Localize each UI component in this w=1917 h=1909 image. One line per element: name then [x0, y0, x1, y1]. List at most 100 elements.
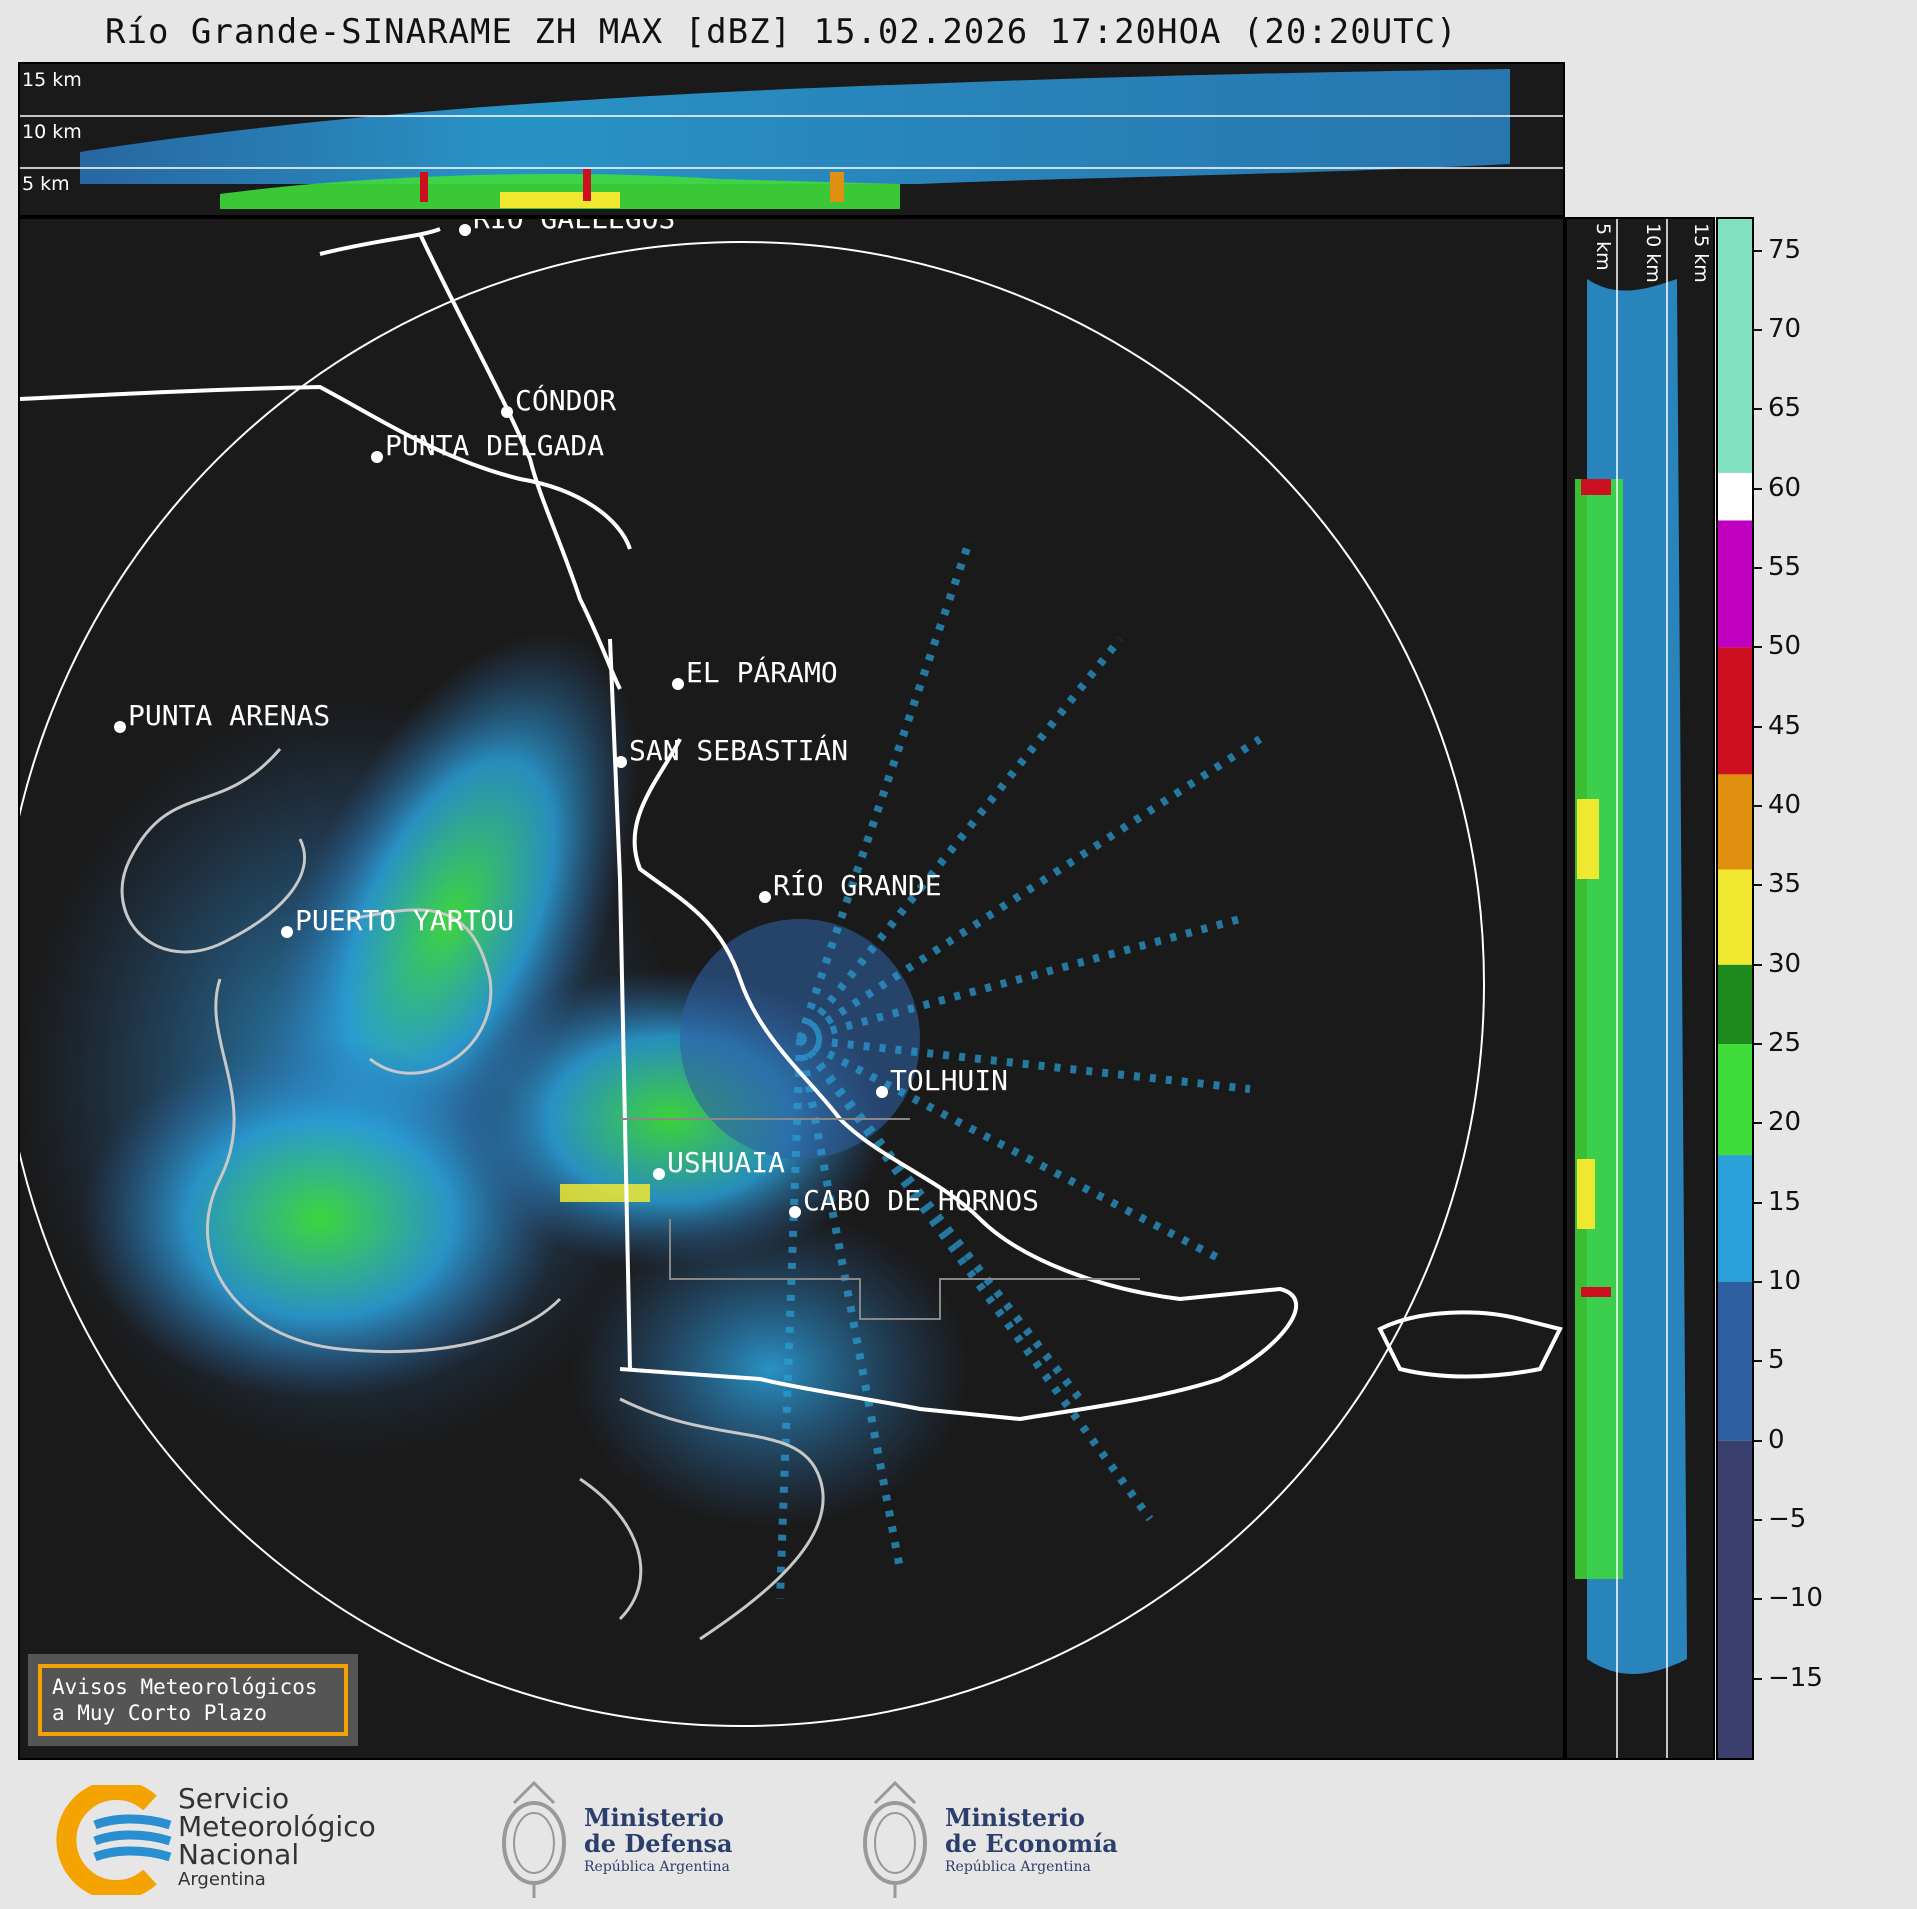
warning-box[interactable]: Avisos Meteorológicos a Muy Corto Plazo: [28, 1654, 358, 1746]
economia-logo-text: Ministerio de Economía República Argenti…: [945, 1805, 1118, 1877]
top-height-label-5: 5 km: [22, 173, 70, 195]
colorbar-tick-label: −5: [1753, 1504, 1806, 1534]
border-meridian: [608, 638, 632, 1370]
colorbar-tick-label: 5: [1754, 1345, 1785, 1375]
place-marker-dot: [672, 678, 684, 690]
colorbar-segment: [1718, 219, 1752, 473]
colorbar-segment: [1718, 1044, 1752, 1156]
coastline-fuego: [619, 738, 1299, 1422]
colorbar-segment: [1718, 1282, 1752, 1441]
colorbar-segment: [1718, 520, 1752, 648]
place-marker-dot: [653, 1168, 665, 1180]
place-label: PUERTO YARTOU: [295, 904, 514, 937]
place-marker-dot: [459, 224, 471, 236]
right-echo-red-1: [1581, 479, 1611, 495]
colorbar-segment: [1718, 774, 1752, 870]
defensa-line-2: de Defensa: [584, 1829, 733, 1858]
top-height-label-15: 15 km: [22, 69, 82, 91]
place-label: PUNTA ARENAS: [128, 699, 330, 732]
smn-line-2: Meteorológico: [178, 1810, 376, 1843]
smn-line-1: Servicio: [178, 1782, 290, 1815]
colorbar-tick-label: 65: [1753, 393, 1801, 423]
place-marker-dot: [114, 721, 126, 733]
defensa-seal-icon: [502, 1780, 566, 1898]
footer: Servicio Meteorológico Nacional Argentin…: [0, 1765, 1917, 1909]
right-echo-red-2: [1581, 1287, 1611, 1297]
top-cross-section-panel: 15 km 10 km 5 km: [18, 62, 1565, 217]
page-title: Río Grande-SINARAME ZH MAX [dBZ] 15.02.2…: [105, 12, 1458, 52]
place-label: TOLHUIN: [890, 1064, 1008, 1097]
top-cross-section-svg: 15 km 10 km 5 km: [20, 69, 1563, 209]
coastline-grey: [120, 748, 825, 1641]
defensa-logo-text: Ministerio de Defensa República Argentin…: [584, 1805, 733, 1877]
smn-line-3: Nacional: [178, 1838, 300, 1871]
colorbar: [1716, 217, 1754, 1760]
colorbar-segment: [1718, 647, 1752, 775]
warning-box-inner: Avisos Meteorológicos a Muy Corto Plazo: [38, 1664, 348, 1736]
right-echo-green: [1575, 479, 1623, 1579]
place-marker-dot: [615, 756, 627, 768]
place-label: USHUAIA: [667, 1146, 785, 1179]
warning-line-2: a Muy Corto Plazo: [52, 1701, 267, 1725]
colorbar-tick-label: 30: [1753, 949, 1801, 979]
economia-line-1: Ministerio: [945, 1803, 1085, 1832]
smn-logo-text: Servicio Meteorológico Nacional Argentin…: [178, 1785, 376, 1891]
colorbar-tick-label: 50: [1753, 631, 1801, 661]
place-label: RÍO GRANDE: [773, 868, 942, 902]
coastline-isla-estados: [1377, 1310, 1563, 1379]
place-markers: RÍO GALLEGOS CÓNDOR PUNTA DELGADA EL PÁRAMO…: [114, 219, 1039, 1218]
colorbar-tick-label: 75: [1753, 235, 1801, 265]
place-marker-dot: [371, 451, 383, 463]
right-echo-yellow-1: [1577, 799, 1599, 879]
economia-line-2: de Economía: [945, 1829, 1118, 1858]
economia-seal-icon: [863, 1780, 927, 1898]
top-echo-blue: [80, 69, 1510, 184]
top-echo-red-1: [420, 172, 428, 202]
echo-southwest: [80, 1039, 560, 1399]
radar-map-panel: RÍO GALLEGOS CÓNDOR PUNTA DELGADA EL PÁRAMO…: [18, 217, 1565, 1760]
place-label: RÍO GALLEGOS: [473, 219, 675, 235]
smn-line-4: Argentina: [178, 1869, 266, 1890]
range-ring: [20, 241, 1485, 1727]
place-label: EL PÁRAMO: [686, 655, 838, 689]
echo-south: [570, 1209, 970, 1529]
right-echo-yellow-2: [1577, 1159, 1595, 1229]
colorbar-tick-label: 45: [1753, 711, 1801, 741]
colorbar-tick-label: −15: [1754, 1663, 1823, 1693]
colorbar-tick-label: 10: [1753, 1266, 1801, 1296]
right-height-label-10: 10 km: [1642, 223, 1664, 283]
place-label: CÓNDOR: [515, 383, 616, 417]
defensa-line-3: República Argentina: [584, 1859, 730, 1875]
colorbar-tick-label: 15: [1753, 1187, 1801, 1217]
economia-line-3: República Argentina: [945, 1859, 1091, 1875]
warning-line-1: Avisos Meteorológicos: [52, 1675, 318, 1699]
colorbar-svg: [1718, 219, 1752, 1758]
place-marker-dot: [789, 1206, 801, 1218]
colorbar-segment: [1718, 964, 1752, 1045]
colorbar-tick-label: 55: [1753, 552, 1801, 582]
border-north: [20, 384, 632, 550]
province-boundaries: [620, 1118, 1140, 1320]
place-marker-dot: [501, 406, 513, 418]
colorbar-segment: [1718, 472, 1752, 521]
colorbar-tick-label: 70: [1753, 314, 1801, 344]
top-echo-green: [220, 174, 900, 209]
right-cross-section-svg: 5 km 10 km 15 km: [1575, 219, 1712, 1758]
colorbar-segment: [1718, 869, 1752, 965]
colorbar-tick-label: 0: [1754, 1425, 1785, 1455]
smn-logo-icon: [56, 1785, 172, 1895]
colorbar-segment: [1718, 1155, 1752, 1283]
border-gallegos: [319, 227, 622, 690]
place-label: CABO DE HORNOS: [803, 1184, 1039, 1217]
top-echo-orange: [830, 172, 844, 202]
place-marker-dot: [281, 926, 293, 938]
echo-yellow-core: [560, 1184, 650, 1202]
right-height-label-15: 15 km: [1690, 223, 1712, 283]
defensa-line-1: Ministerio: [584, 1803, 724, 1832]
right-cross-section-panel: 5 km 10 km 15 km: [1565, 217, 1715, 1760]
place-marker-dot: [759, 891, 771, 903]
colorbar-segment: [1718, 1440, 1752, 1758]
place-label: SAN SEBASTIÁN: [629, 733, 848, 767]
place-label: PUNTA DELGADA: [385, 429, 604, 462]
top-echo-yellow: [500, 192, 620, 208]
